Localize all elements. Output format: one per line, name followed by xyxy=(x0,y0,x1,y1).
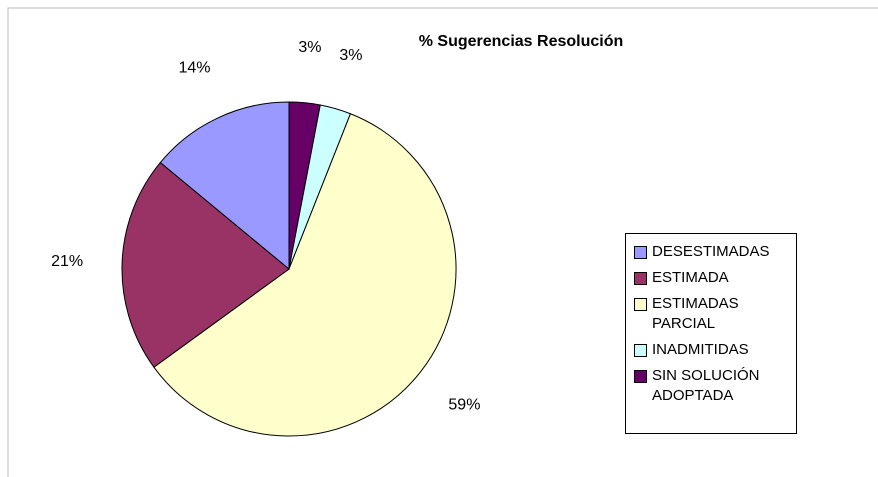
legend-label: ESTIMADA xyxy=(652,269,729,286)
chart-title: % Sugerencias Resolución xyxy=(419,33,624,50)
pie-slice xyxy=(159,101,290,271)
legend: DESESTIMADAS ESTIMADA ESTIMADAS PARCIAL INA… xyxy=(625,233,797,434)
legend-item: ESTIMADA xyxy=(634,268,790,288)
data-label: 3% xyxy=(298,39,321,56)
legend-label: INADMITIDAS xyxy=(652,341,749,358)
legend-item: INADMITIDAS xyxy=(634,340,790,360)
legend-label: DESESTIMADAS xyxy=(652,243,770,260)
data-label: 59% xyxy=(448,396,480,413)
legend-swatch xyxy=(634,298,647,311)
legend-item: DESESTIMADAS xyxy=(634,242,790,262)
legend-label: ESTIMADAS PARCIAL xyxy=(652,295,739,332)
legend-swatch xyxy=(634,272,647,285)
legend-item: ESTIMADAS PARCIAL xyxy=(634,294,790,334)
legend-label: SIN SOLUCIÓN ADOPTADA xyxy=(652,367,760,404)
legend-item: SIN SOLUCIÓN ADOPTADA xyxy=(634,366,790,406)
pie-slice xyxy=(153,113,457,437)
legend-swatch xyxy=(634,344,647,357)
pie-slice xyxy=(121,161,290,368)
data-label: 14% xyxy=(178,59,210,76)
legend-swatch xyxy=(634,246,647,259)
chart-frame xyxy=(7,7,878,477)
data-labels: 3% 3% 59% 21% 14% xyxy=(51,39,480,413)
data-label: 21% xyxy=(51,253,83,270)
pie xyxy=(121,101,457,437)
data-label: 3% xyxy=(339,47,362,64)
legend-swatch xyxy=(634,370,647,383)
